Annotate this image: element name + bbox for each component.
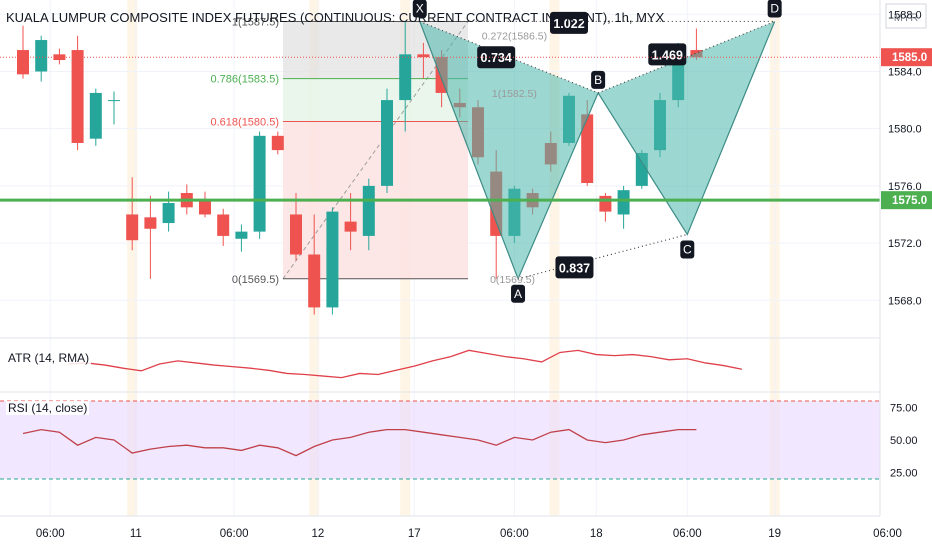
support-price-label: 1575.0	[892, 195, 927, 207]
fib-level-label: 0.786(1583.5)	[211, 74, 280, 86]
pattern-point-label: X	[416, 1, 424, 15]
rsi-line	[22, 428, 697, 457]
candle-body	[399, 54, 412, 101]
time-tick-label: 06:00	[873, 528, 902, 540]
time-tick-label: 06:00	[500, 528, 529, 540]
atr-line	[68, 349, 743, 379]
pattern-ratio-label: 1.469	[652, 48, 683, 62]
currency-badge	[885, 3, 927, 29]
candle-body	[599, 195, 612, 212]
pattern-point-badge	[412, 0, 427, 18]
price-tick-label: 1584.0	[888, 66, 922, 78]
price-tick-label: 1580.0	[888, 124, 922, 136]
pattern-ratio-label: 1.022	[553, 17, 584, 31]
candle-body	[617, 190, 630, 215]
pattern-point-label: A	[514, 287, 522, 301]
pattern-ratio-badge	[477, 46, 516, 69]
time-tick-label: 19	[768, 528, 781, 540]
time-tick-label: 18	[590, 528, 603, 540]
pattern-point-badge	[767, 0, 782, 18]
pattern-ratio-label: 0.837	[559, 261, 590, 275]
candle-body	[381, 100, 393, 186]
pattern-ratio-label: 0.734	[481, 51, 512, 65]
price-axis	[880, 0, 932, 550]
pattern-ratio-line	[517, 233, 688, 280]
pattern-point-label: C	[683, 242, 692, 256]
candle-body	[253, 135, 266, 232]
price-lines	[0, 56, 880, 202]
fib-level-label: 1(1587.5)	[232, 16, 279, 28]
pattern-ratio-badge	[648, 43, 687, 66]
candle-body	[162, 203, 175, 224]
candle-body	[326, 211, 339, 308]
pattern-aux-label: 1(1582.5)	[492, 88, 537, 100]
candle-body	[290, 214, 302, 255]
candle-body	[144, 217, 157, 229]
candle-body	[35, 40, 48, 72]
currency-label: MYR	[894, 12, 919, 24]
current-price-label: 1585.0	[892, 52, 927, 64]
candle-body	[235, 231, 248, 239]
rsi-tick-label: 25.00	[890, 468, 918, 480]
price-tick-label: 1576.0	[888, 181, 922, 193]
rsi-legend[interactable]: RSI (14, close)	[6, 401, 90, 415]
pattern-ratio-badge	[555, 256, 594, 279]
candle-body	[89, 92, 102, 139]
candle-body	[71, 50, 84, 143]
current-price-tag	[881, 48, 932, 67]
pattern-point-label: B	[594, 73, 602, 87]
candle-body	[271, 135, 284, 151]
indicator-panes	[0, 337, 932, 517]
rsi-tick-label: 50.00	[890, 435, 918, 447]
candle-body	[362, 185, 375, 236]
support-price-tag	[881, 191, 932, 210]
harmonic-pattern[interactable]: 1(1582.5) 0.272(1586.5) 0(1569.5) X A B C D 0.73…	[412, 0, 782, 303]
fib-level-label: 0(1569.5)	[232, 274, 279, 286]
pattern-aux-label: 0.272(1586.5)	[482, 31, 547, 43]
chart-title: KUALA LUMPUR COMPOSITE INDEX FUTURES (CO…	[6, 10, 665, 25]
candle-body	[53, 54, 66, 61]
pattern-point-badge	[680, 240, 695, 259]
time-tick-label: 17	[408, 528, 421, 540]
time-tick-label: 06:00	[36, 528, 65, 540]
atr-legend[interactable]: ATR (14, RMA)	[6, 351, 92, 365]
candle-body	[126, 214, 139, 241]
price-tick-label: 1568.0	[888, 295, 922, 307]
time-tick-label: 12	[311, 528, 324, 540]
pattern-point-badge	[511, 284, 526, 303]
time-tick-label: 11	[130, 528, 142, 540]
fib-level-label: 0.618(1580.5)	[211, 117, 280, 129]
rsi-band	[0, 401, 880, 479]
pattern-point-label: D	[770, 1, 779, 15]
session-band	[127, 0, 138, 516]
time-tick-label: 06:00	[673, 528, 702, 540]
pattern-triangle-xab	[419, 21, 599, 279]
candle-body	[344, 221, 357, 232]
pattern-aux-label: 0(1569.5)	[490, 274, 535, 286]
pattern-ratio-badge	[550, 11, 588, 34]
time-tick-label: 06:00	[220, 528, 249, 540]
price-tick-label: 1572.0	[888, 238, 922, 250]
candle-body	[417, 54, 430, 58]
pattern-point-badge	[591, 70, 606, 89]
candle-body	[108, 100, 120, 102]
price-tick-label: 1588.0	[888, 9, 922, 21]
candle-body	[581, 114, 594, 184]
candle-body	[308, 254, 321, 308]
rsi-tick-label: 75.00	[890, 403, 918, 415]
candle-body	[199, 200, 211, 215]
session-band	[549, 0, 560, 516]
candle-body	[217, 214, 230, 236]
candle-body	[17, 50, 29, 75]
pattern-triangle-bcd	[598, 21, 775, 235]
